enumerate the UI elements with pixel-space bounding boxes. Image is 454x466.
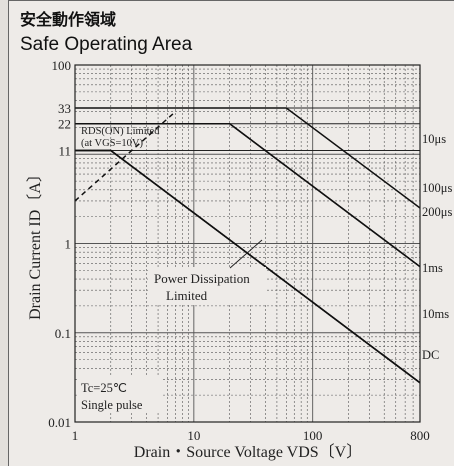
x-tick-label: 1 bbox=[72, 428, 79, 443]
annotation-pd-line2: Limited bbox=[166, 288, 208, 303]
conditions-box bbox=[77, 377, 163, 413]
curve-label: 10μs bbox=[422, 132, 446, 146]
x-tick-label: 10 bbox=[187, 428, 200, 443]
series-line-200-s bbox=[75, 122, 421, 268]
chart-title-english: Safe Operating Area bbox=[20, 34, 193, 55]
series-line-rds-on-limited bbox=[74, 111, 176, 202]
top-border bbox=[9, 0, 454, 5]
annotation-tc: Tc=25℃ bbox=[81, 381, 127, 395]
y-axis-label: Drain Current ID〔A〕 bbox=[26, 166, 44, 320]
curve-label: 100μs bbox=[422, 181, 452, 195]
left-margin-strip bbox=[0, 0, 9, 466]
y-tick-label: 22 bbox=[58, 117, 71, 132]
curve-label: 1ms bbox=[422, 261, 443, 275]
pd-label-box bbox=[148, 267, 266, 305]
y-tick-label: 1 bbox=[65, 237, 72, 252]
annotation-pulse: Single pulse bbox=[81, 398, 143, 412]
series-line-dc bbox=[75, 149, 421, 384]
y-tick-label: 0.1 bbox=[55, 326, 71, 341]
y-tick-label: 11 bbox=[58, 144, 71, 159]
y-tick-label: 0.01 bbox=[48, 415, 71, 430]
curve-label: 200μs bbox=[422, 205, 452, 219]
x-tick-label: 800 bbox=[410, 428, 430, 443]
y-tick-label: 33 bbox=[58, 101, 71, 116]
series-line-10-s bbox=[75, 107, 421, 209]
curve-label: 10ms bbox=[422, 307, 449, 321]
series-group bbox=[74, 107, 421, 384]
curve-label: DC bbox=[422, 348, 439, 362]
annotation-pd-line1: Power Dissipation bbox=[154, 271, 250, 286]
pd-leader-line bbox=[229, 239, 263, 269]
x-tick-label: 100 bbox=[303, 428, 323, 443]
x-axis-label: Drain・Source Voltage VDS〔V〕 bbox=[134, 443, 362, 461]
chart-title-japanese: 安全動作領域 bbox=[20, 10, 117, 29]
tick-labels: 1 10 100 80010033221110.10.0110μs100μs200μs… bbox=[48, 58, 452, 443]
annotation-rds-line2: (at VGS=10V) bbox=[81, 138, 144, 149]
plot-frame bbox=[74, 64, 421, 423]
y-tick-label: 100 bbox=[52, 58, 72, 73]
annotation-rds-line1: RDS(ON) Limited bbox=[81, 126, 160, 137]
